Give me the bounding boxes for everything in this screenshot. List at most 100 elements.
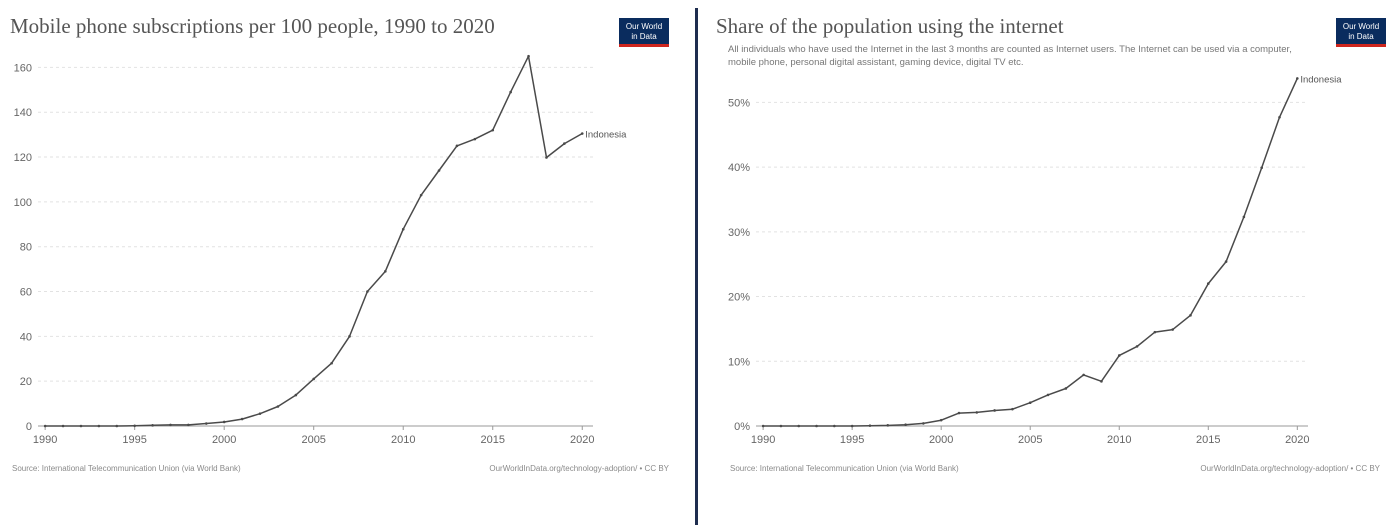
owid-logo[interactable]: Our World in Data — [1336, 18, 1386, 47]
data-point — [437, 169, 441, 172]
data-point — [1224, 260, 1228, 263]
data-point — [1278, 115, 1281, 119]
y-tick-label: 0 — [26, 421, 32, 433]
data-point — [1153, 330, 1157, 334]
data-point — [975, 411, 979, 414]
owid-logo[interactable]: Our World in Data — [619, 18, 669, 47]
x-tick-label: 2000 — [212, 434, 236, 446]
data-point — [1206, 282, 1210, 285]
mobile-subscriptions-chart: 0 20 40 60 80 100 120 140 160 1990 1995 2000 2005 201… — [14, 54, 627, 446]
data-point — [348, 335, 351, 338]
data-point — [187, 423, 190, 427]
data-point — [779, 424, 783, 428]
data-point — [993, 409, 996, 412]
data-point — [1028, 401, 1032, 404]
data-point — [797, 424, 801, 428]
y-tick-label: 10% — [728, 356, 750, 368]
data-point — [312, 377, 316, 381]
mobile-subscriptions-chart-panel: 0 20 40 60 80 100 120 140 160 1990 1995 2000 2005 201… — [0, 0, 686, 525]
data-point — [868, 424, 872, 427]
data-point — [545, 156, 548, 159]
data-point — [384, 270, 387, 273]
y-tick-label: 30% — [728, 227, 750, 239]
y-tick-label: 40 — [20, 331, 32, 343]
data-point — [330, 361, 333, 365]
data-point — [939, 418, 943, 422]
y-tick-label: 50% — [728, 97, 750, 109]
x-tick-label: 1990 — [751, 434, 775, 446]
data-point — [1117, 354, 1121, 357]
data-point — [904, 423, 907, 427]
data-point — [509, 90, 512, 94]
data-point — [922, 422, 925, 425]
series-label: Indonesia — [585, 130, 627, 141]
data-point — [1242, 215, 1246, 219]
series-label: Indonesia — [1300, 74, 1342, 85]
chart-url-link[interactable]: OurWorldInData.org/technology-adoption/ … — [489, 464, 669, 473]
data-point — [1296, 77, 1299, 80]
series-line-indonesia — [45, 55, 583, 427]
chart-subtitle: All individuals who have used the Intern… — [728, 44, 1292, 68]
data-point — [1100, 380, 1103, 383]
y-tick-label: 80 — [20, 242, 32, 254]
data-point — [151, 424, 154, 427]
data-point — [491, 128, 495, 132]
data-point — [1011, 407, 1014, 411]
x-tick-label: 1990 — [33, 434, 57, 446]
x-tick-label: 2010 — [1107, 434, 1131, 446]
x-tick-label: 2015 — [1196, 434, 1220, 446]
data-point — [1189, 314, 1192, 317]
data-point — [1135, 345, 1139, 348]
data-point — [1082, 373, 1085, 377]
chart-title: Share of the population using the intern… — [716, 14, 1064, 38]
x-tick-label: 2020 — [570, 434, 594, 446]
x-tick-label: 1995 — [122, 434, 146, 446]
logo-text-line-1: Our World — [1342, 22, 1380, 31]
data-point — [366, 290, 369, 293]
y-tick-label: 20 — [20, 376, 32, 388]
data-point — [419, 193, 423, 197]
y-tick-label: 60 — [20, 287, 32, 299]
logo-text-line-2: in Data — [631, 31, 657, 41]
data-point — [1046, 393, 1050, 397]
source-note: Source: International Telecommunication … — [730, 464, 959, 473]
chart-title: Mobile phone subscriptions per 100 peopl… — [10, 14, 495, 38]
data-point — [563, 142, 566, 145]
y-tick-label: 100 — [14, 197, 32, 209]
chart-url-link[interactable]: OurWorldInData.org/technology-adoption/ … — [1200, 464, 1380, 473]
data-point — [204, 422, 208, 425]
data-point — [258, 412, 262, 415]
data-point — [294, 393, 298, 397]
data-point — [1171, 328, 1174, 331]
logo-text-line-2: in Data — [1348, 31, 1374, 41]
data-point — [850, 424, 854, 428]
data-point — [240, 417, 244, 421]
x-tick-label: 2015 — [480, 434, 504, 446]
data-point — [1260, 166, 1264, 170]
x-tick-label: 2010 — [391, 434, 415, 446]
data-point — [115, 424, 119, 428]
x-tick-label: 1995 — [840, 434, 864, 446]
data-point — [169, 423, 172, 427]
internet-users-chart-panel: 0% 10% 20% 30% 40% 50% 1990 1995 2000 2005 2010 201… — [706, 0, 1386, 525]
x-tick-label: 2020 — [1285, 434, 1309, 446]
data-point — [43, 424, 47, 428]
data-point — [276, 405, 280, 408]
x-tick-label: 2005 — [1018, 434, 1042, 446]
data-point — [1064, 387, 1068, 390]
x-tick-label: 2000 — [929, 434, 953, 446]
data-point — [833, 424, 836, 428]
data-point — [133, 424, 136, 428]
y-tick-label: 40% — [728, 162, 750, 174]
y-tick-label: 20% — [728, 292, 750, 304]
data-point — [815, 424, 818, 428]
x-tick-label: 2005 — [301, 434, 325, 446]
data-point — [401, 227, 405, 231]
data-point — [473, 137, 477, 141]
data-point — [527, 54, 530, 58]
y-tick-label: 140 — [14, 107, 32, 119]
data-point — [455, 144, 459, 148]
data-point — [957, 411, 961, 415]
data-point — [886, 424, 890, 427]
data-point — [97, 424, 101, 428]
